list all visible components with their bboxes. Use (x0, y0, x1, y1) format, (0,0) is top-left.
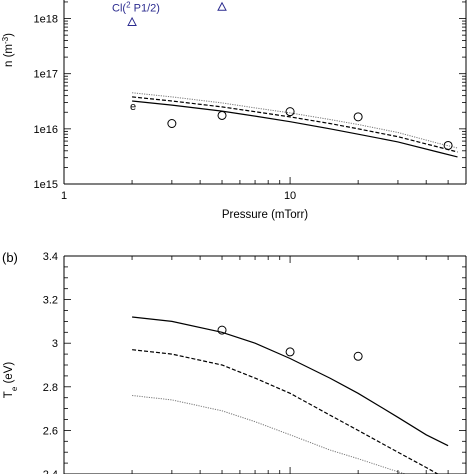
data-point-circle (217, 325, 227, 335)
y-tick-label: 3.2 (43, 295, 58, 307)
series-label-cl: Cl(2 P1/2) (112, 0, 160, 14)
x-tick-label: 1 (61, 190, 67, 202)
series-line-dashed (132, 96, 458, 153)
temperature-panel-ticks: 2.4 2.6 2.8 3 3.2 3.4 (43, 251, 467, 474)
data-point-circle (285, 107, 295, 117)
series-line-dotted (132, 92, 458, 149)
y-tick-label: 2.6 (43, 425, 58, 437)
data-point-circle (217, 110, 227, 120)
temperature-panel-frame (63, 255, 467, 474)
temperature-panel: 2.4 2.6 2.8 3 3.2 3.4 (b) Te (eV) (2, 250, 467, 474)
y-axis-title-subscript: e (10, 386, 19, 391)
density-panel-labels: Pressure (mTorr) n (m-3) Cl(2 P1/2) e (1, 0, 309, 221)
y-axis-title-unit: (eV) (3, 362, 15, 387)
panel-label-b: (b) (2, 250, 18, 265)
density-panel-frame (63, 0, 467, 185)
temperature-panel-labels: (b) Te (eV) (2, 250, 19, 398)
y-tick-label: 2.4 (43, 469, 58, 474)
y-tick-label: 3.4 (43, 251, 58, 263)
series-line-dotted (132, 395, 408, 474)
series-label-part: e (130, 101, 136, 113)
y-axis-title-close: ) (3, 33, 15, 37)
x-tick-label: 10 (284, 190, 296, 202)
data-point-triangle (217, 1, 227, 11)
density-panel: 1 10 1e15 1e16 1e17 1e18 Pressure (mTorr) n (… (1, 0, 467, 221)
temperature-panel-series (132, 316, 449, 474)
y-axis-title-superscript: -3 (1, 36, 10, 44)
data-point-circle (167, 119, 177, 129)
y-tick-label: 1e18 (34, 14, 58, 26)
x-axis-title: Pressure (mTorr) (222, 209, 308, 221)
data-point-circle (443, 140, 453, 150)
y-axis-title-main: T (3, 391, 15, 398)
data-point-circle (353, 351, 363, 361)
y-axis-title-main: n (m (3, 44, 15, 67)
y-tick-label: 1e16 (34, 124, 58, 136)
y-tick-label: 3 (52, 338, 58, 350)
y-tick-label: 2.8 (43, 382, 58, 394)
y-tick-label: 1e15 (34, 179, 58, 191)
y-axis-title: Te (eV) (3, 362, 19, 399)
series-label-e: e (130, 101, 136, 113)
series-line-solid (132, 100, 458, 158)
data-point-circle (353, 112, 363, 122)
series-line-dashed (132, 349, 439, 474)
data-point-circle (285, 347, 295, 357)
series-label-part: 2 (126, 0, 131, 9)
series-label-part: Cl( (112, 2, 126, 14)
y-tick-label: 1e17 (34, 69, 58, 81)
density-panel-series (127, 1, 458, 158)
y-axis-title: n (m-3) (1, 33, 16, 67)
density-panel-ticks: 1 10 1e15 1e16 1e17 1e18 (34, 1, 467, 202)
series-label-part: P1/2) (131, 2, 160, 14)
series-line-solid (132, 316, 449, 447)
data-point-triangle (127, 16, 137, 26)
